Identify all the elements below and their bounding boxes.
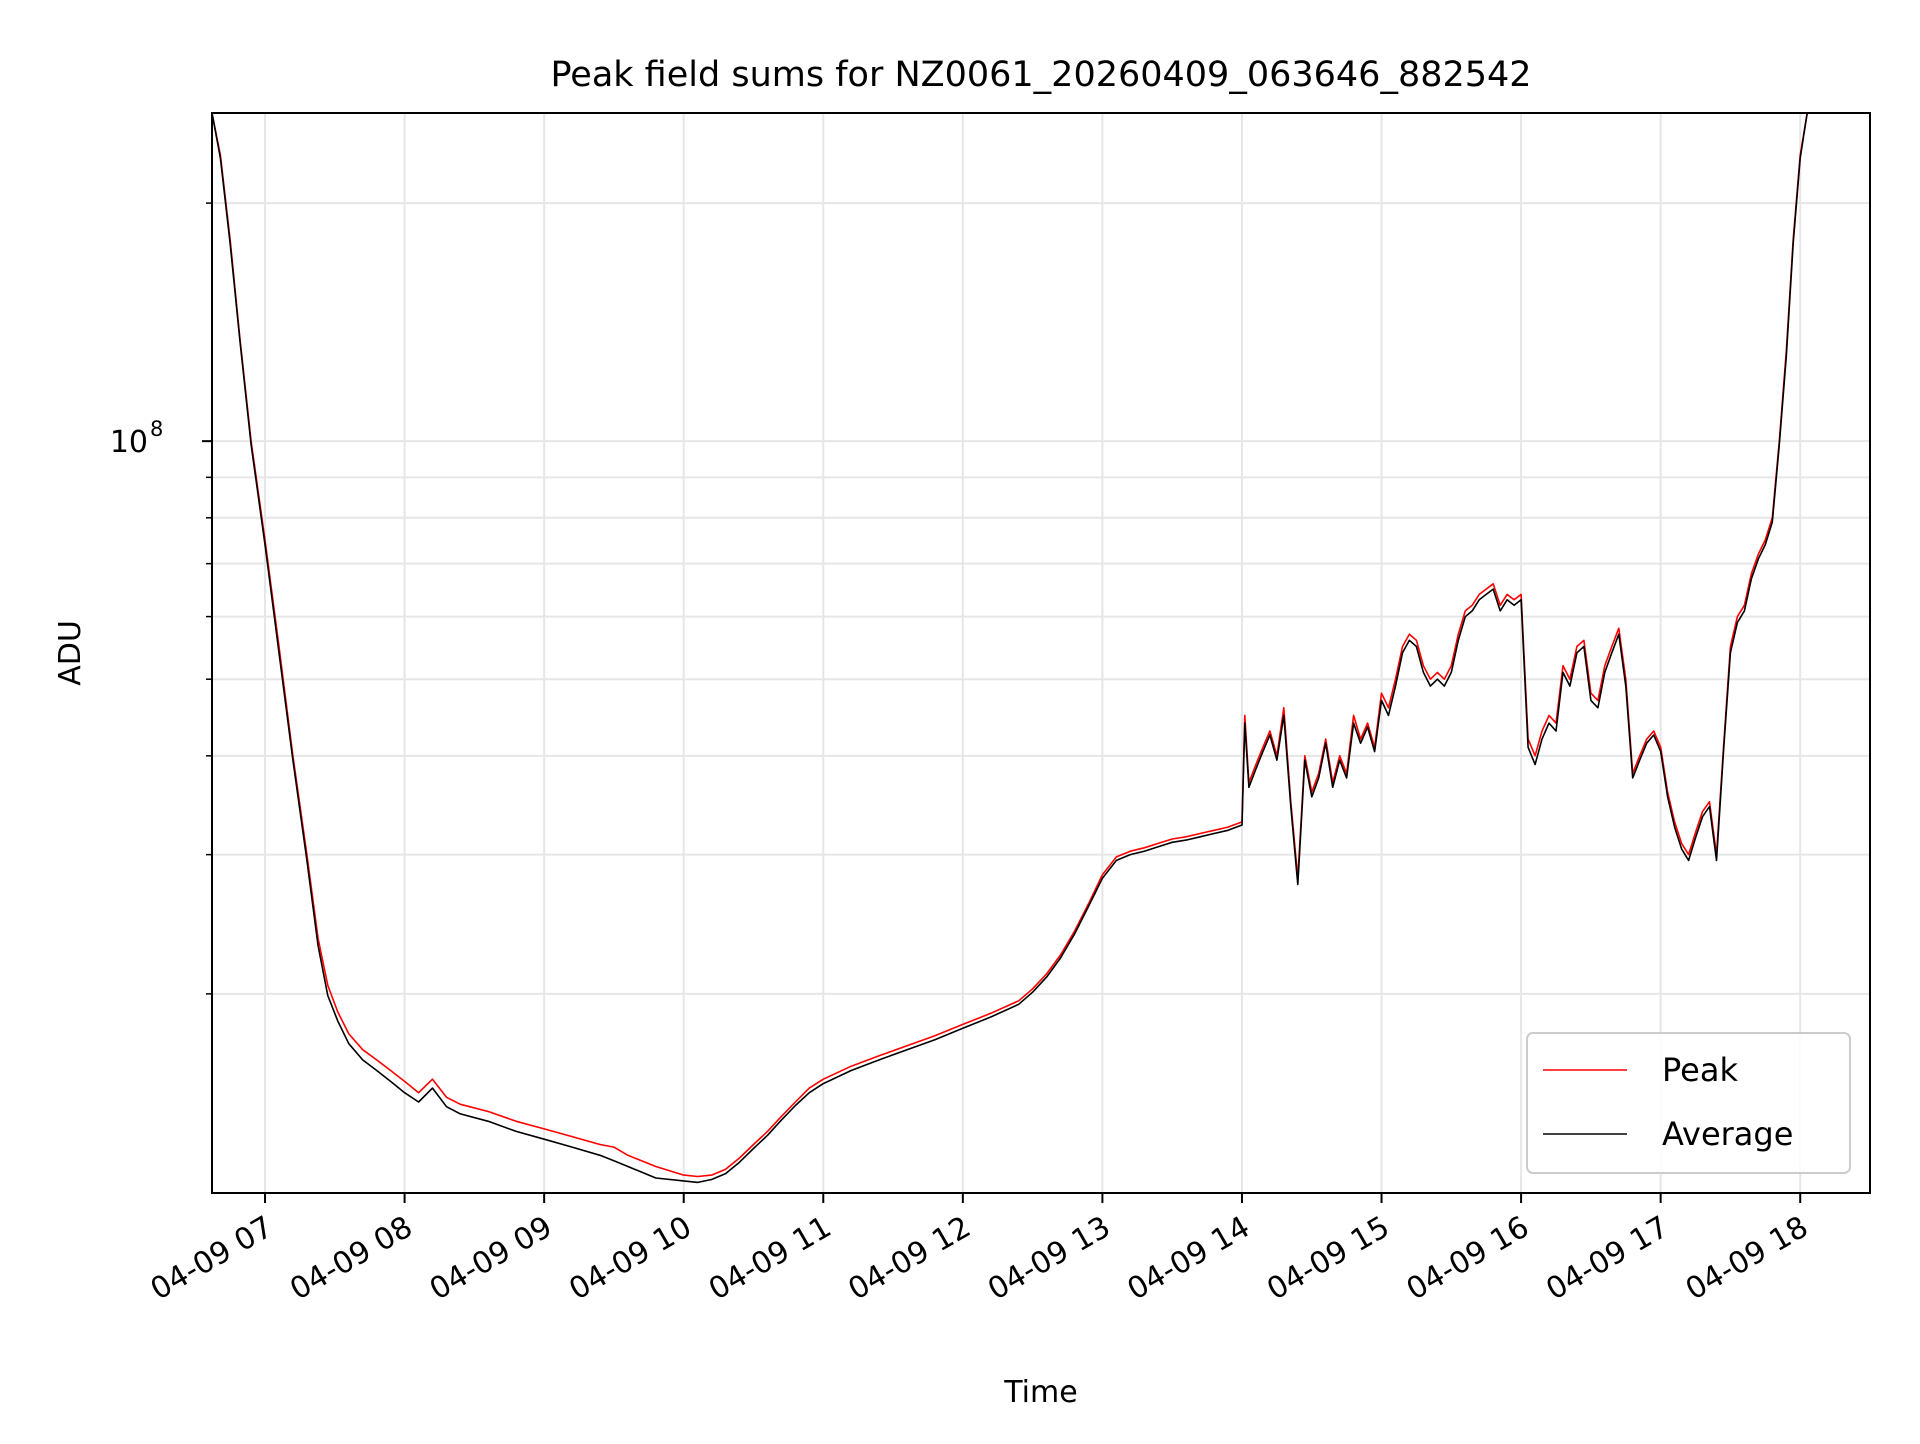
y-axis-label: ADU xyxy=(53,620,88,686)
legend-box xyxy=(1526,1032,1851,1174)
x-axis-label: Time xyxy=(1003,1375,1077,1410)
series-line-peak xyxy=(212,113,1808,1178)
legend-label-peak: Peak xyxy=(1662,1051,1738,1089)
axes-frame xyxy=(211,112,1871,1194)
plot-series xyxy=(212,113,1808,1184)
series-line-average xyxy=(212,113,1808,1184)
grid-lines xyxy=(212,113,1870,1193)
legend: Peak Average xyxy=(1526,1032,1851,1174)
legend-label-average: Average xyxy=(1662,1115,1793,1153)
chart-title: Peak field sums for NZ0061_20260409_0636… xyxy=(550,55,1531,95)
y-tick-label-base: 10 xyxy=(110,425,148,460)
y-tick-label-exponent: 8 xyxy=(150,417,163,441)
